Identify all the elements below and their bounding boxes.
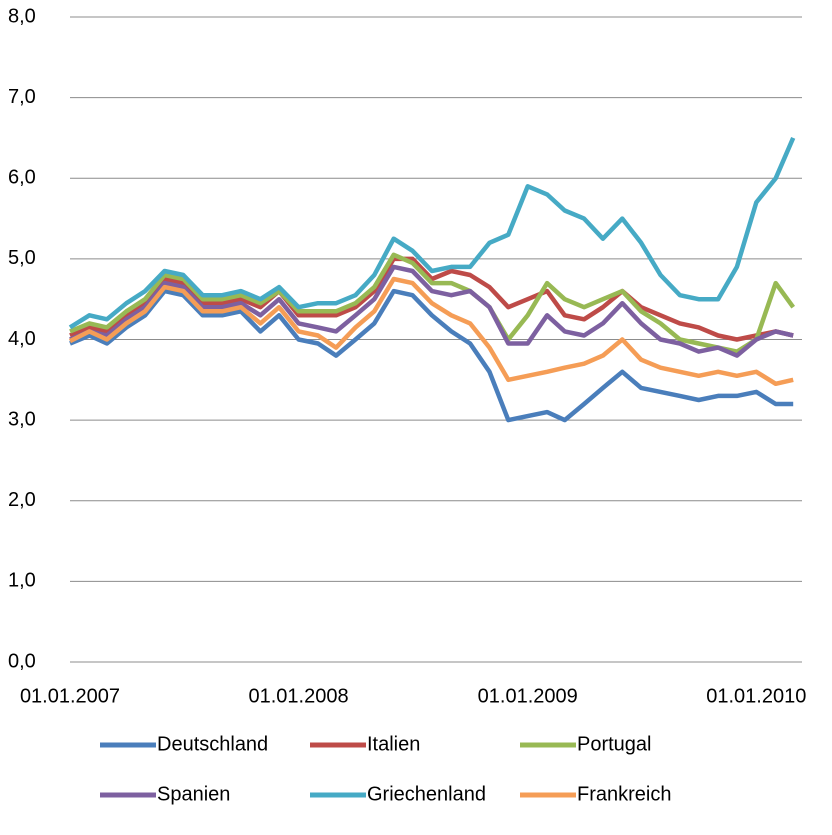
- series-line: [68, 276, 794, 387]
- x-tick-label: 01.01.2008: [248, 685, 348, 707]
- series-line: [69, 256, 794, 342]
- legend-label: Portugal: [577, 733, 652, 755]
- x-tick-label: 01.01.2007: [20, 685, 120, 707]
- y-tick-label: 6,0: [8, 167, 36, 189]
- x-tick-label: 01.01.2010: [706, 685, 806, 707]
- series-line: [69, 252, 796, 354]
- x-tick-label: 01.01.2009: [478, 685, 578, 707]
- y-tick-label: 8,0: [8, 5, 36, 27]
- legend-label: Italien: [367, 733, 420, 755]
- y-tick-label: 0,0: [8, 650, 36, 672]
- y-tick-label: 3,0: [8, 408, 36, 430]
- legend-label: Deutschland: [157, 733, 268, 755]
- series-line: [69, 288, 794, 423]
- y-tick-label: 5,0: [8, 247, 36, 269]
- legend-label: Frankreich: [577, 783, 671, 805]
- legend-label: Griechenland: [367, 783, 486, 805]
- y-tick-label: 2,0: [8, 489, 36, 511]
- y-tick-label: 7,0: [8, 86, 36, 108]
- y-tick-label: 4,0: [8, 328, 36, 350]
- y-tick-label: 1,0: [8, 570, 36, 592]
- series-line: [68, 137, 796, 330]
- legend-label: Spanien: [157, 783, 230, 805]
- series-line: [69, 264, 794, 358]
